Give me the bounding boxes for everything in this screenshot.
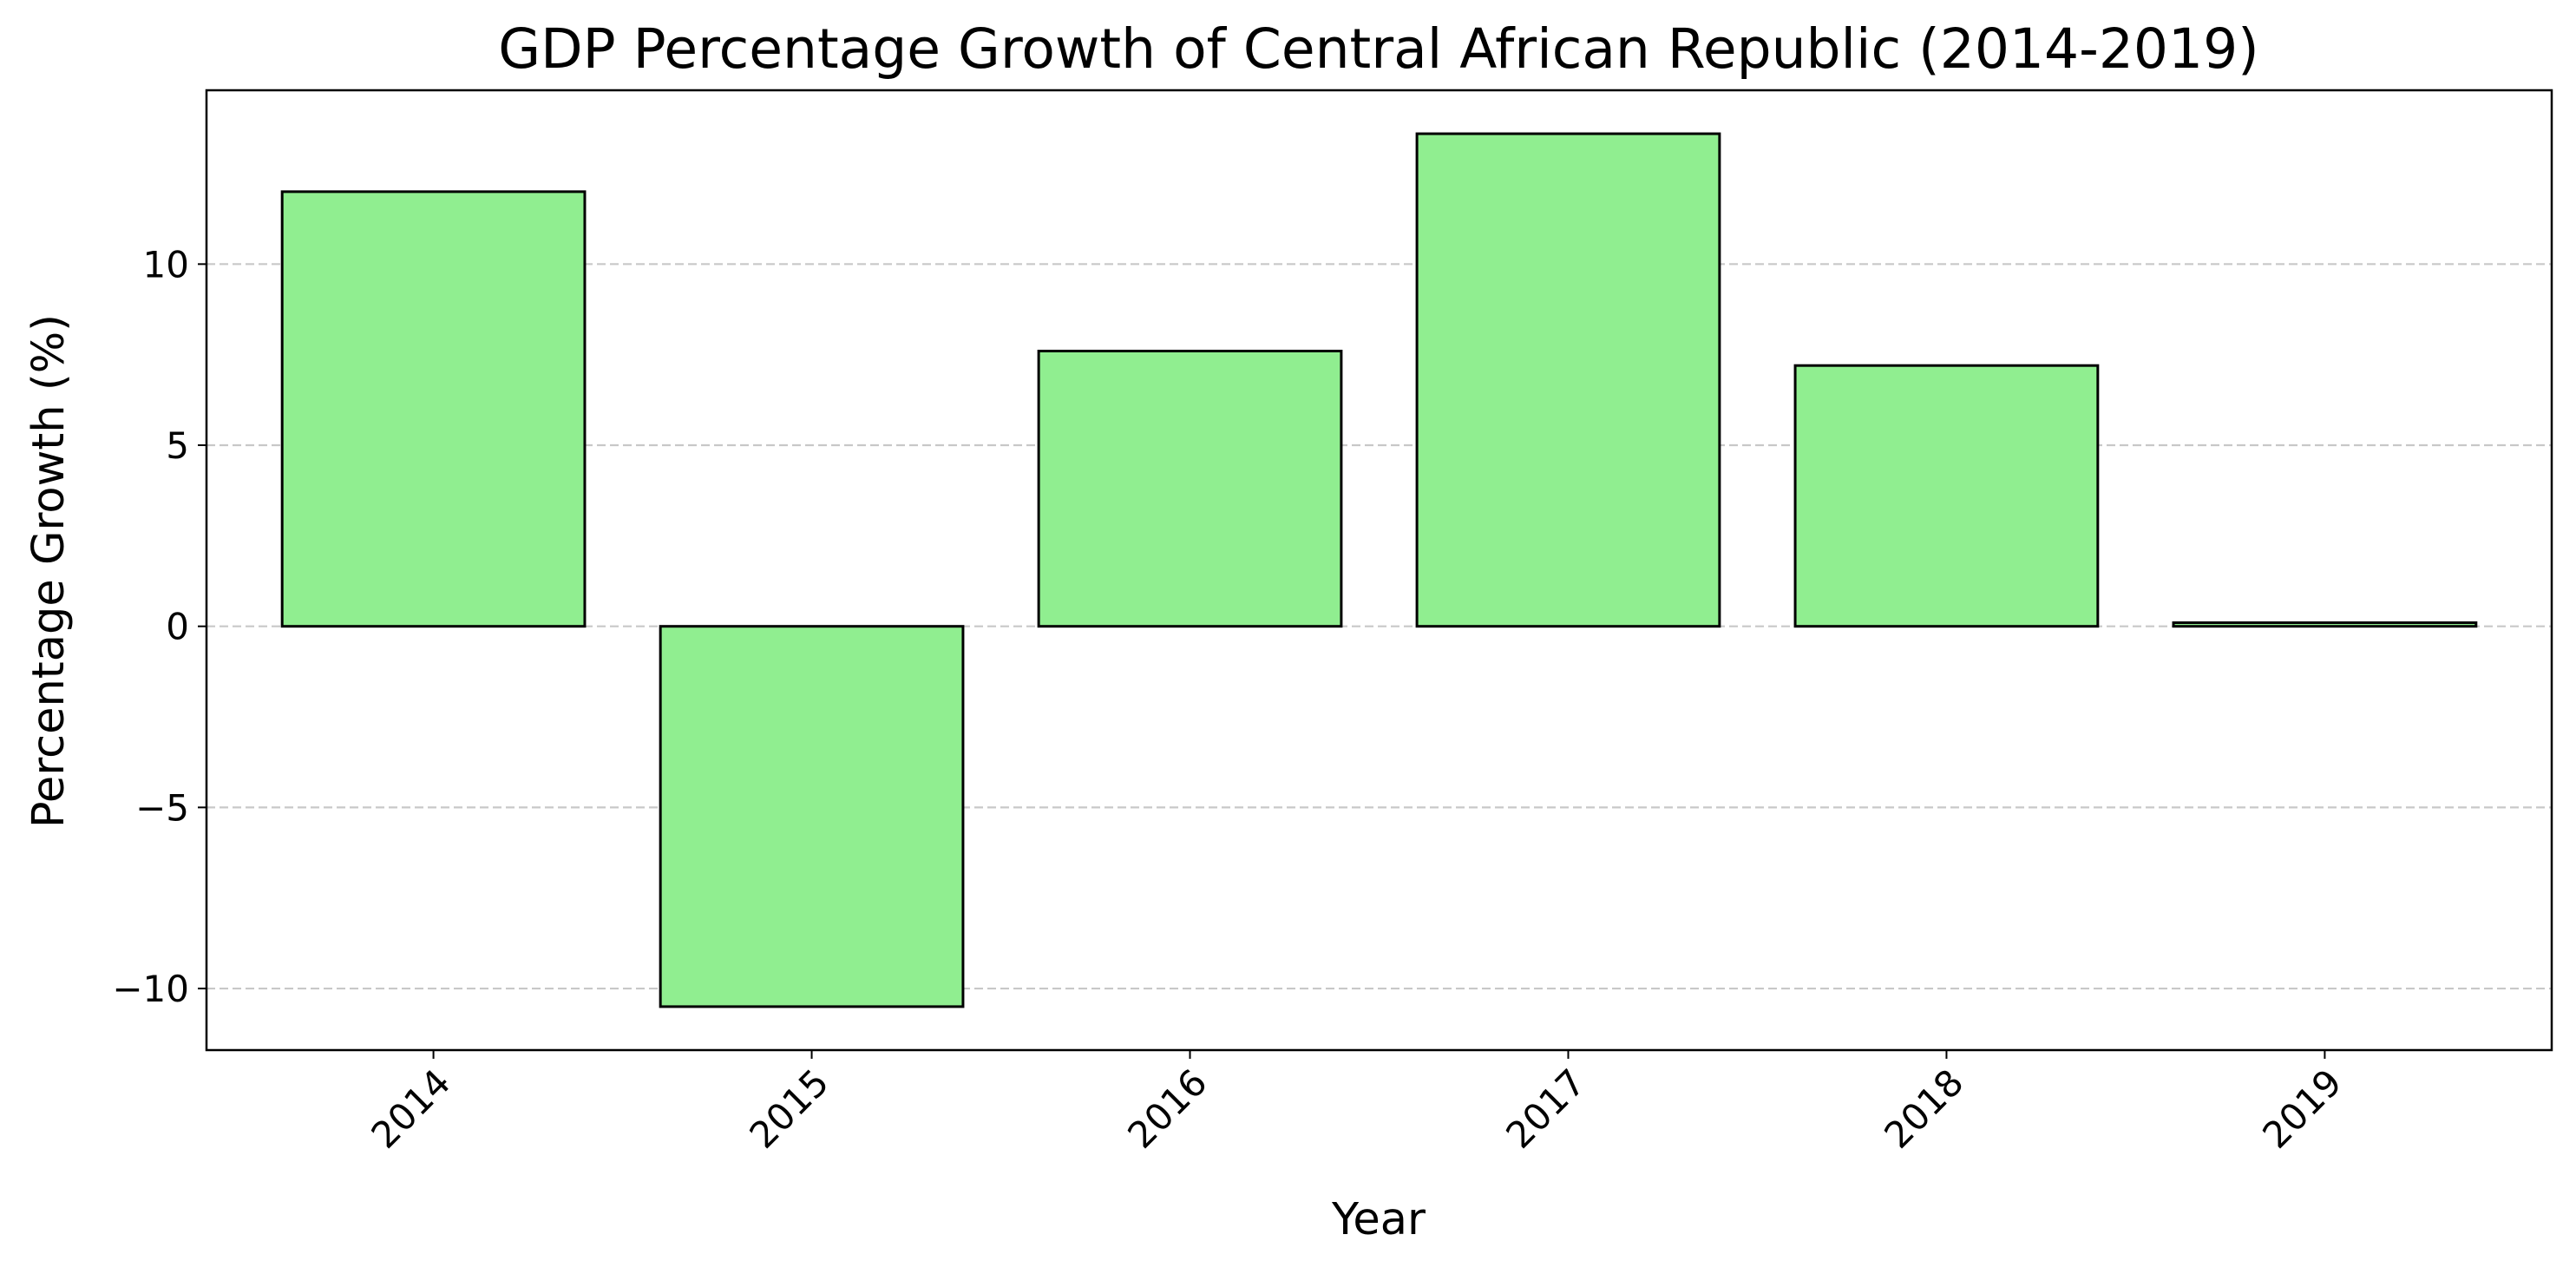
bar-2015 bbox=[659, 625, 965, 1008]
x-tick-label: 2014 bbox=[363, 1061, 458, 1156]
axes bbox=[205, 89, 2553, 1052]
y-axis-label: Percentage Growth (%) bbox=[23, 314, 75, 828]
plot-frame bbox=[205, 89, 2553, 1052]
chart-title: GDP Percentage Growth of Central African… bbox=[498, 17, 2258, 81]
x-tick-label: 2015 bbox=[741, 1061, 836, 1156]
bar-2017 bbox=[1415, 132, 1721, 628]
bars bbox=[280, 132, 2478, 1008]
bar-2019 bbox=[2172, 621, 2478, 628]
bar-2014 bbox=[280, 190, 587, 628]
y-tick-label: −5 bbox=[135, 786, 189, 829]
y-ticks: −10 −5 0 5 10 bbox=[112, 243, 206, 1010]
x-axis-label: Year bbox=[1331, 1194, 1426, 1245]
x-tick-label: 2018 bbox=[1876, 1061, 1971, 1156]
bar-2016 bbox=[1037, 349, 1343, 628]
x-ticks: 2014 2015 2016 2017 2018 2019 bbox=[363, 1050, 2350, 1157]
y-tick-label: 5 bbox=[166, 424, 189, 467]
gridlines bbox=[206, 263, 2552, 990]
y-tick-label: 10 bbox=[143, 243, 189, 286]
x-tick-label: 2019 bbox=[2254, 1061, 2350, 1156]
y-tick-label: −10 bbox=[112, 968, 189, 1010]
y-tick-label: 0 bbox=[166, 606, 189, 648]
x-tick-label: 2016 bbox=[1119, 1061, 1215, 1156]
bar-2018 bbox=[1793, 364, 2100, 628]
x-tick-label: 2017 bbox=[1498, 1061, 1593, 1156]
